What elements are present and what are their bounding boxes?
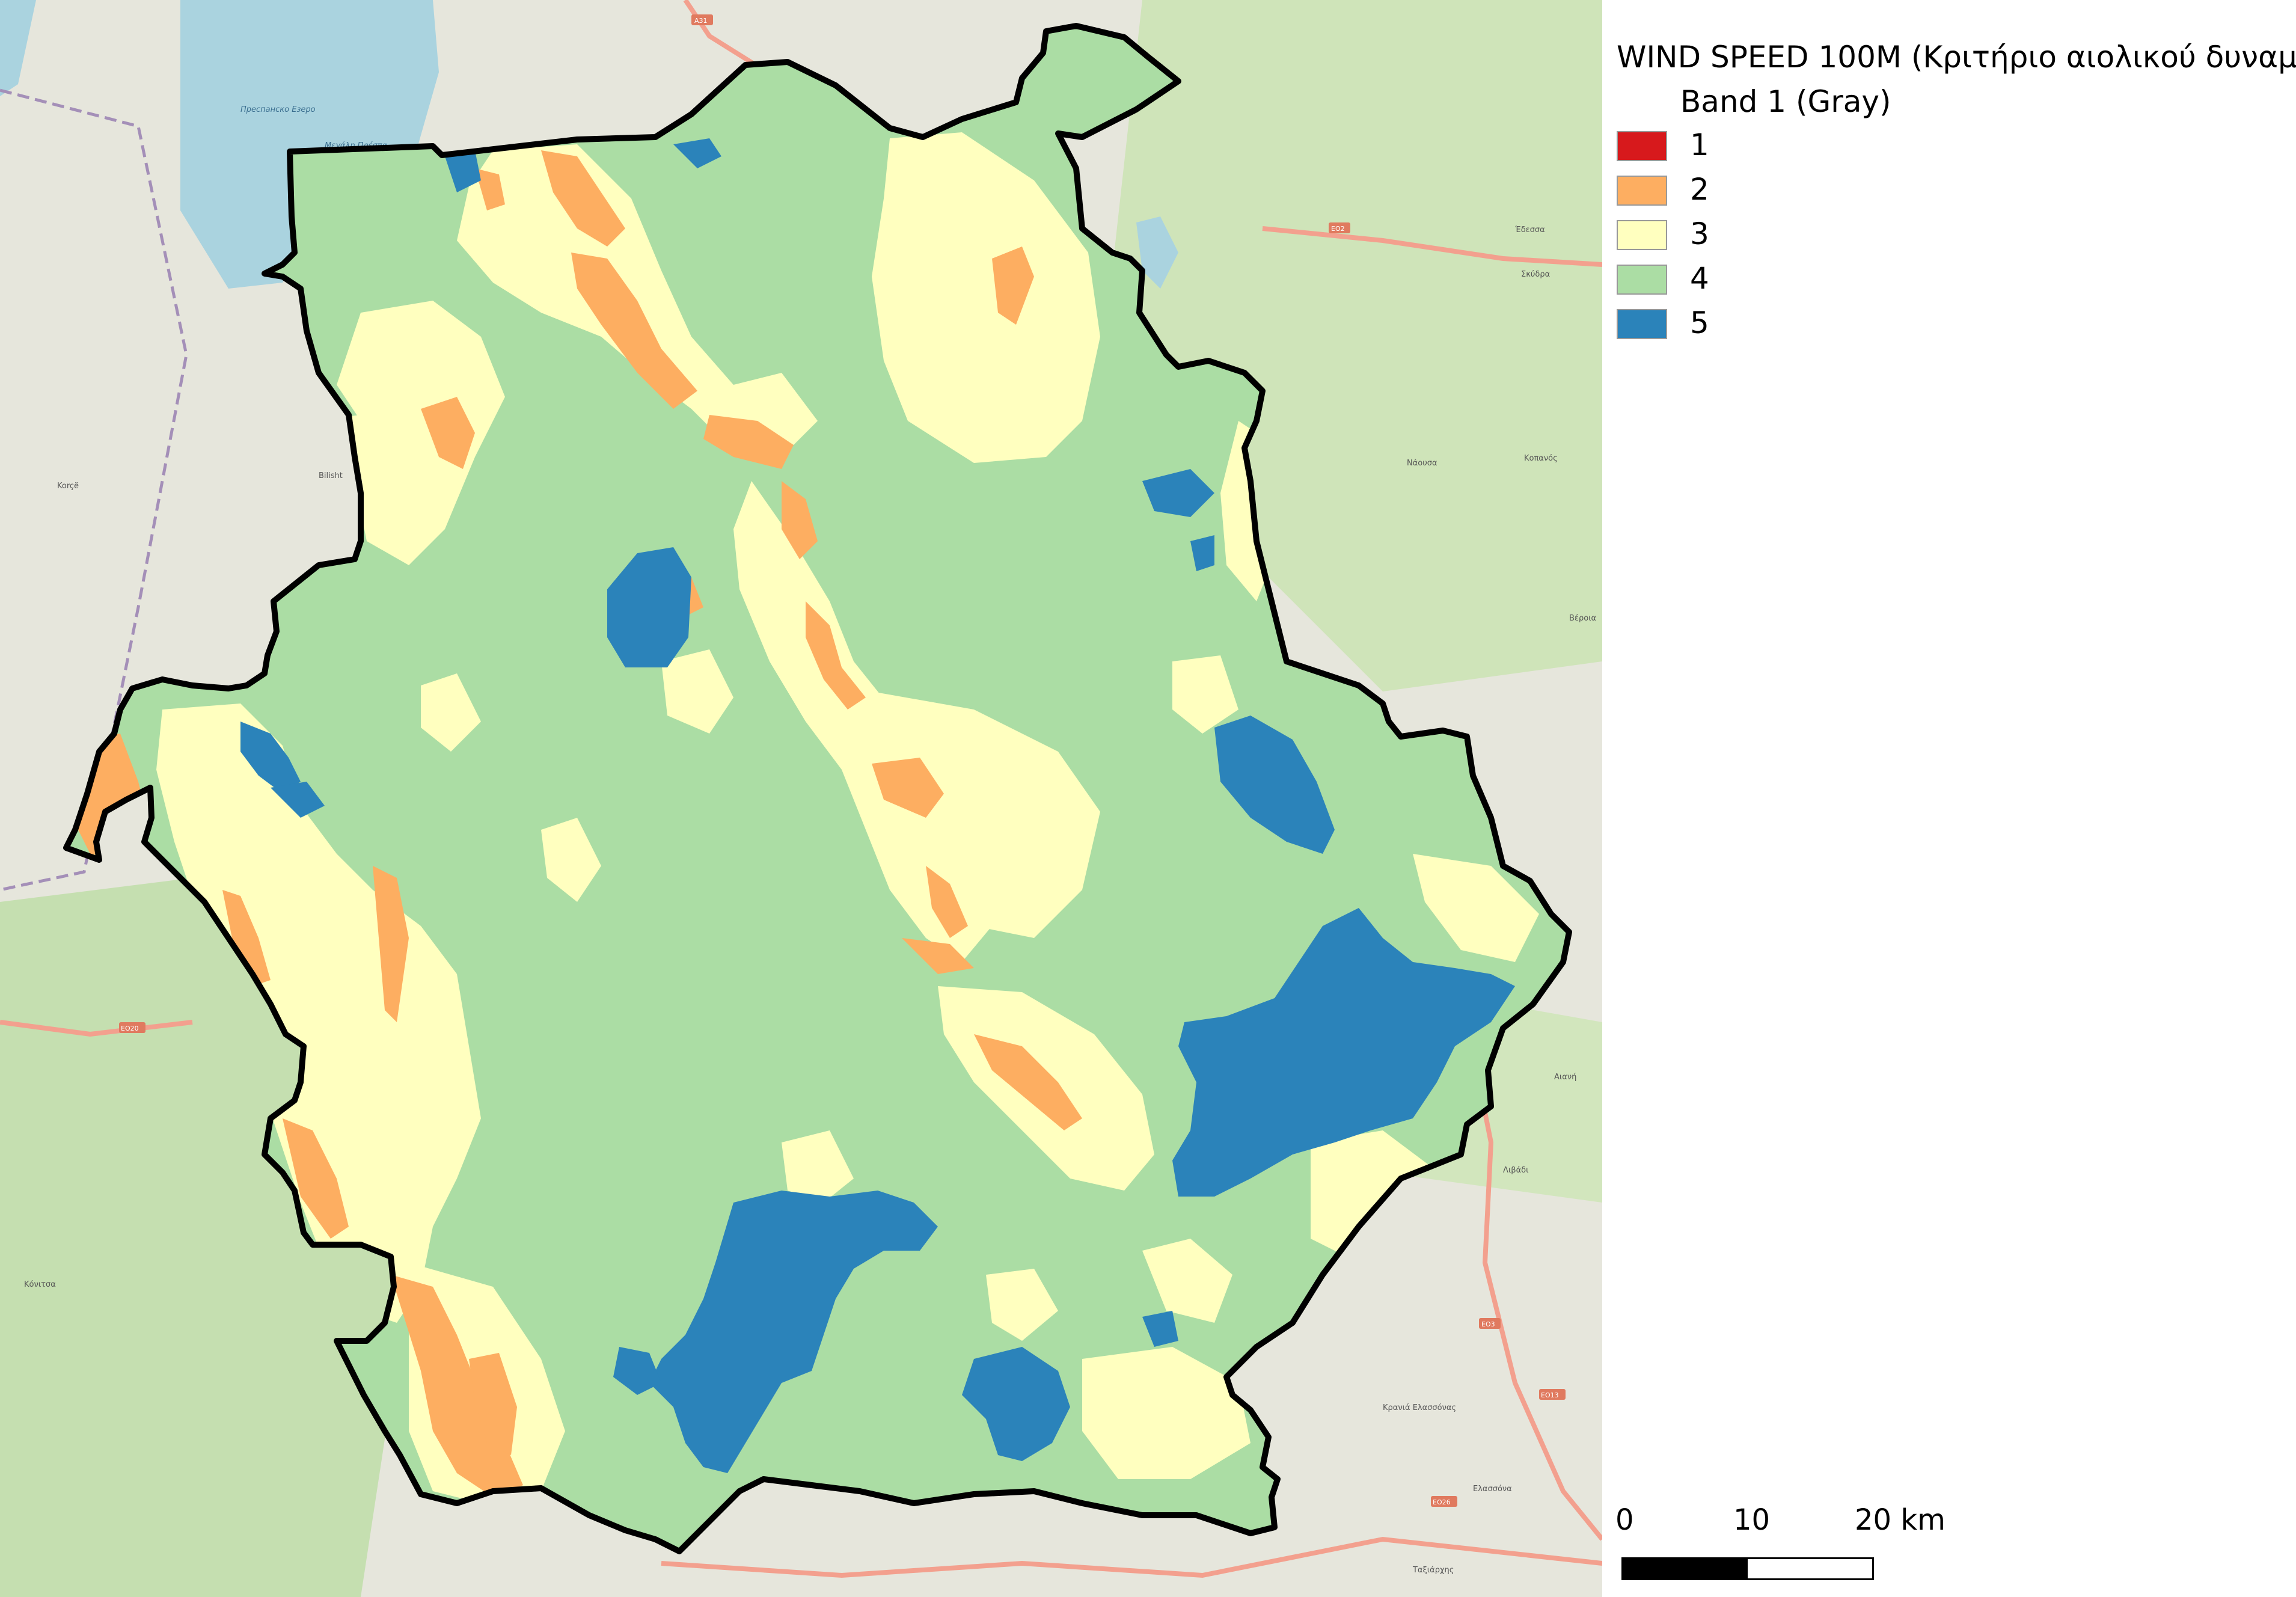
place-label: Korçë (57, 482, 79, 491)
scale-bar-segment (1623, 1559, 1748, 1578)
map-canvas[interactable]: Korçë Bilisht Έδεσσα Σκύδρα Νάουσα Κοπαν… (0, 0, 1602, 1597)
legend-label: 4 (1690, 261, 1709, 296)
road-label: ΕΟ13 (1541, 1391, 1559, 1399)
legend-label: 5 (1690, 305, 1709, 340)
legend-label: 1 (1690, 127, 1709, 162)
road-label: ΕΟ2 (1331, 225, 1345, 233)
scale-label-20: 20 km (1855, 1503, 1945, 1537)
scale-bar: 0 10 20 km (1602, 1491, 2296, 1597)
legend-band-label: Band 1 (Gray) (1680, 84, 1891, 119)
place-label: Λιβάδι (1503, 1166, 1529, 1175)
lake-label: Преспанско Езеро (240, 105, 316, 114)
place-label: Κόνιτσα (24, 1280, 56, 1289)
legend-swatch (1617, 220, 1667, 250)
road-label: ΕΟ3 (1481, 1320, 1495, 1328)
place-label: Ταξιάρχης (1412, 1566, 1454, 1575)
map-legend: WIND SPEED 100M (Κριτήριο αιολικού δυναμ… (1602, 0, 2296, 1443)
place-label: Bilisht (319, 471, 343, 480)
scale-label-10: 10 (1733, 1503, 1771, 1537)
place-label: Κοπανός (1524, 454, 1558, 463)
map-panel[interactable]: Korçë Bilisht Έδεσσα Σκύδρα Νάουσα Κοπαν… (0, 0, 1602, 1597)
place-label: Ελασσόνα (1473, 1485, 1512, 1494)
legend-swatch (1617, 309, 1667, 339)
region-boundary (63, 23, 1572, 1554)
road-label: A31 (694, 17, 708, 25)
scale-label-0: 0 (1615, 1503, 1634, 1537)
place-label: Κρανιά Ελασσόνας (1383, 1403, 1456, 1412)
legend-swatch (1617, 131, 1667, 161)
scale-bar-graphic (1621, 1557, 1874, 1580)
legend-swatch (1617, 265, 1667, 295)
place-label: Έδεσσα (1514, 225, 1545, 234)
legend-label: 2 (1690, 172, 1709, 207)
place-label: Βέροια (1569, 614, 1596, 623)
place-label: Νάουσα (1407, 459, 1437, 468)
legend-title: WIND SPEED 100M (Κριτήριο αιολικού δυναμ… (1617, 40, 2296, 75)
place-label: Αιανή (1554, 1073, 1576, 1082)
legend-label: 3 (1690, 216, 1709, 251)
place-label: Σκύδρα (1521, 270, 1550, 279)
road-label: ΕΟ20 (121, 1025, 139, 1032)
legend-swatch (1617, 176, 1667, 206)
road-label: ΕΟ26 (1433, 1498, 1451, 1506)
